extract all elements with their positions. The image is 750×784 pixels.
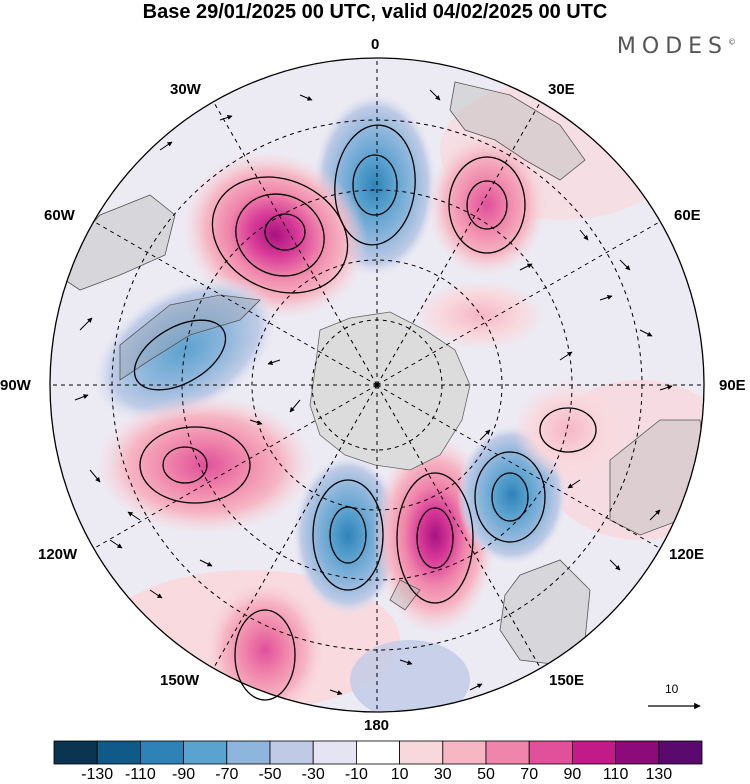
lon-label-90e: 90E bbox=[719, 377, 746, 394]
anomaly-center bbox=[427, 133, 547, 277]
lon-label-60e: 60E bbox=[674, 207, 701, 224]
map-boundary bbox=[49, 57, 705, 713]
colorbar-swatch bbox=[53, 740, 98, 765]
colorbar-swatch bbox=[355, 740, 400, 765]
colorbar bbox=[53, 740, 703, 765]
lon-label-0: 0 bbox=[371, 36, 380, 53]
anomaly-center bbox=[415, 280, 545, 350]
anomaly-center bbox=[93, 276, 277, 424]
antarctica bbox=[309, 311, 471, 471]
colorbar-swatch bbox=[572, 740, 617, 765]
colorbar-swatch bbox=[269, 740, 314, 765]
colorbar-swatch bbox=[312, 740, 357, 765]
colorbar-tick-label: 70 bbox=[520, 766, 539, 783]
anomaly-center bbox=[513, 380, 623, 480]
colorbar-swatch bbox=[183, 740, 228, 765]
colorbar-tick-label: -70 bbox=[215, 766, 239, 783]
anomaly-center bbox=[205, 580, 325, 712]
reference-vector-value: 10 bbox=[665, 682, 679, 696]
colorbar-swatch bbox=[399, 740, 444, 765]
anomaly-center bbox=[293, 455, 403, 615]
wind-vectors bbox=[74, 89, 673, 695]
colorbar-swatch bbox=[442, 740, 487, 765]
colorbar-swatch bbox=[658, 740, 703, 765]
lon-label-90w: 90W bbox=[0, 377, 31, 394]
lon-label-150e: 150E bbox=[549, 672, 585, 689]
colorbar-tick-label: 90 bbox=[563, 766, 582, 783]
brand-text: MODES bbox=[616, 34, 728, 59]
colorbar-swatch bbox=[96, 740, 141, 765]
anomaly-center bbox=[95, 395, 315, 535]
colorbar-swatch bbox=[485, 740, 530, 765]
colorbar-tick-label: 30 bbox=[433, 766, 452, 783]
colorbar-tick-label: -50 bbox=[258, 766, 282, 783]
colorbar-tick-label: 50 bbox=[477, 766, 495, 783]
colorbar-swatch bbox=[226, 740, 271, 765]
colorbar-tick-label: 110 bbox=[602, 766, 629, 783]
brand-copyright-mark: © bbox=[728, 37, 736, 47]
colorbar-tick-label: 10 bbox=[390, 766, 409, 783]
colorbar-swatch bbox=[615, 740, 660, 765]
lon-label-180: 180 bbox=[364, 717, 390, 734]
lon-label-150w: 150W bbox=[160, 672, 200, 689]
south-pole-marker bbox=[374, 382, 380, 388]
lon-label-30e: 30E bbox=[548, 81, 575, 98]
colorbar-tick-label: -10 bbox=[344, 766, 368, 783]
colorbar-tick-label: 130 bbox=[645, 766, 673, 783]
lon-label-120w: 120W bbox=[38, 546, 78, 563]
colorbar-tick-label: -30 bbox=[301, 766, 325, 783]
colorbar-tick-label: -130 bbox=[81, 766, 114, 783]
lon-label-30w: 30W bbox=[170, 81, 201, 98]
map-title: Base 29/01/2025 00 UTC, valid 04/02/2025… bbox=[142, 1, 608, 23]
lon-label-60w: 60W bbox=[44, 207, 75, 224]
wind-streamlines bbox=[133, 124, 597, 701]
graticule bbox=[50, 58, 704, 712]
modes-brand-logo: MODES© bbox=[617, 34, 736, 59]
lon-label-120e: 120E bbox=[669, 546, 705, 563]
colorbar-swatch bbox=[528, 740, 573, 765]
colorbar-swatch bbox=[139, 740, 184, 765]
colorbar-tick-label: -90 bbox=[172, 766, 196, 783]
colorbar-tick-label: -110 bbox=[124, 766, 156, 783]
